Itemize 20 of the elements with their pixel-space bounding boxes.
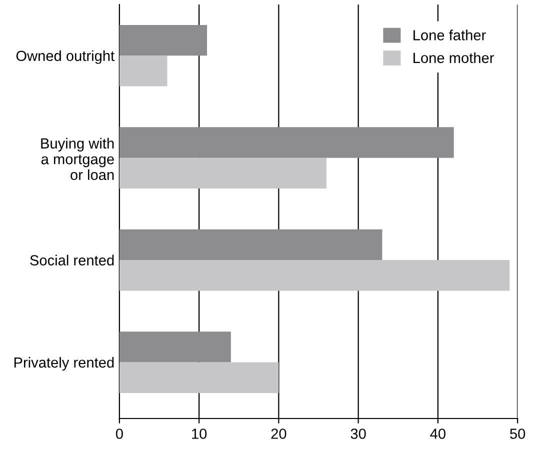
legend-label: Lone mother — [414, 52, 494, 64]
bar — [119, 362, 279, 393]
x-tick-label: 10 — [192, 428, 207, 439]
bar — [119, 260, 510, 291]
x-tick-label: 0 — [116, 428, 123, 439]
x-tick-label: 20 — [271, 428, 286, 439]
y-tick-label: Privately rented — [14, 356, 114, 371]
y-tick-label: Buying with a mortgage or loan — [41, 138, 114, 180]
y-tick-label: Social rented — [30, 254, 114, 266]
legend-label: Lone father — [414, 30, 486, 40]
y-tick-label: Owned outright — [16, 50, 114, 64]
bar — [119, 127, 454, 158]
x-tick-label: 50 — [510, 428, 526, 439]
x-tick-label: 30 — [350, 428, 366, 439]
bar — [119, 332, 231, 362]
bar — [119, 24, 208, 56]
bar — [119, 56, 168, 86]
x-tick-label: 40 — [430, 428, 446, 439]
bar — [119, 158, 326, 188]
bar — [119, 229, 382, 260]
